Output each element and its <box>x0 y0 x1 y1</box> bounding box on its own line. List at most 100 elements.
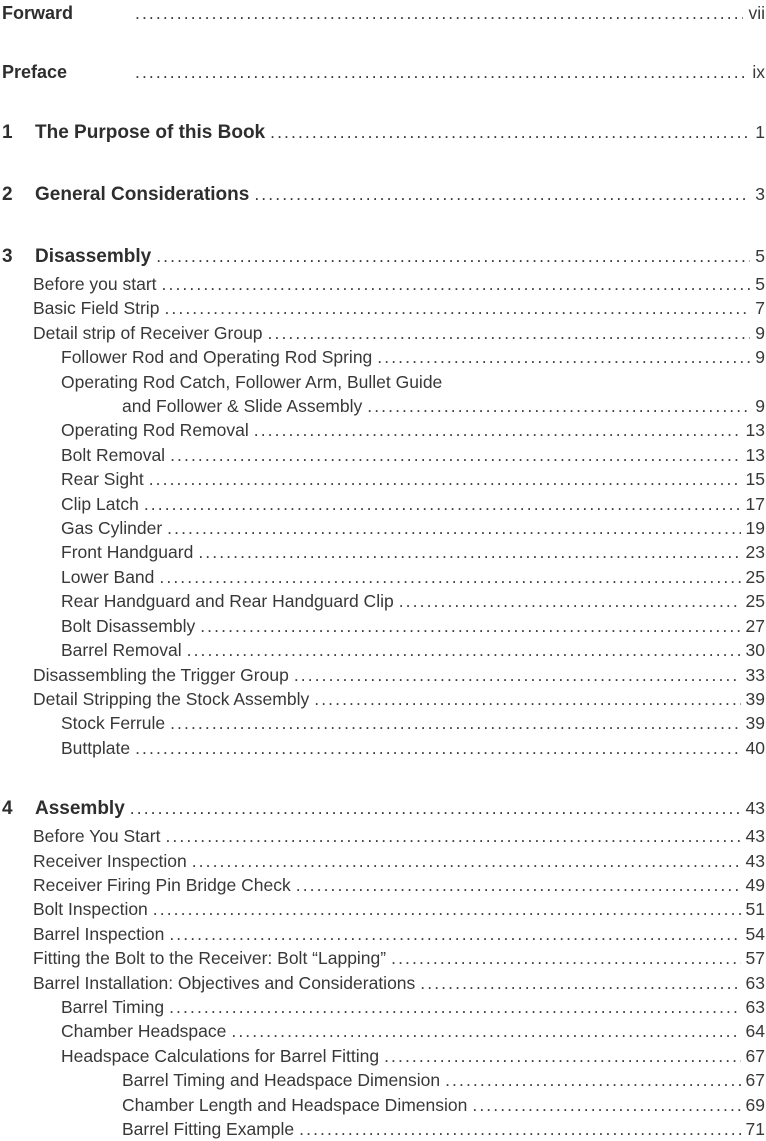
chapter-block: 2 General Considerations.................… <box>2 181 765 208</box>
entry-title: Barrel Inspection <box>33 923 165 944</box>
toc-entry: Barrel Inspection.......................… <box>2 922 765 946</box>
chapter-title: The Purpose of this Book <box>35 122 266 143</box>
entry-title: Follower Rod and Operating Rod Spring <box>61 347 373 368</box>
dot-leader: ........................................… <box>135 737 741 758</box>
toc-entry: Operating Rod Removal...................… <box>2 418 765 442</box>
entry-title: Preface <box>2 62 68 82</box>
dot-leader: ........................................… <box>161 274 751 294</box>
entry-page-number: 64 <box>745 1021 765 1042</box>
chapter-title: Disassembly <box>35 246 152 267</box>
toc-entry: Operating Rod Catch, Follower Arm, Bulle… <box>2 370 765 394</box>
toc-entry: Before you start........................… <box>2 272 765 296</box>
dot-leader: ........................................… <box>152 899 741 920</box>
toc-entry: Front Handguard.........................… <box>2 540 765 564</box>
entry-title: Barrel Timing <box>61 996 165 1017</box>
entry-title: Bolt Disassembly <box>61 615 196 636</box>
entry-page-number: 43 <box>745 850 765 871</box>
dot-leader: ........................................… <box>445 1070 740 1091</box>
chapter-title: General Considerations <box>35 184 250 205</box>
toc-entry: Gas Cylinder............................… <box>2 516 765 540</box>
dot-leader: ........................................… <box>169 923 741 944</box>
dot-leader: ........................................… <box>135 62 748 82</box>
toc-entry: Rear Sight..............................… <box>2 467 765 491</box>
toc-entry: Bolt Removal............................… <box>2 443 765 467</box>
entry-title: Detail Stripping the Stock Assembly <box>33 688 310 709</box>
chapter-block: 3 Disassembly............................… <box>2 243 765 760</box>
toc-entry: Chamber Length and Headspace Dimension..… <box>2 1093 765 1117</box>
toc-entry: Clip Latch..............................… <box>2 492 765 516</box>
dot-leader: ........................................… <box>398 591 741 612</box>
entry-page-number: 5 <box>755 274 765 294</box>
dot-leader: ........................................… <box>148 469 741 490</box>
front-matter-entry: Forward.................................… <box>2 1 765 25</box>
chapter-number: 3 <box>2 246 13 267</box>
dot-leader: ........................................… <box>293 664 741 685</box>
entry-page-number: 17 <box>745 493 765 514</box>
chapter-page-number: 5 <box>755 246 765 266</box>
dot-leader: ........................................… <box>191 850 741 871</box>
toc-entry: Detail strip of Receiver Group..........… <box>2 321 765 345</box>
chapter-list: 1 The Purpose of this Book...............… <box>2 119 765 1141</box>
entry-title: Buttplate <box>61 737 131 758</box>
entry-title: Stock Ferrule <box>61 713 166 734</box>
dot-leader: ........................................… <box>159 566 740 587</box>
entry-page-number: 49 <box>745 874 765 895</box>
entry-page-number: 67 <box>745 1045 765 1066</box>
chapter-heading: 2 General Considerations.................… <box>2 181 765 208</box>
entry-page-number: 23 <box>745 542 765 563</box>
entry-title: Front Handguard <box>61 542 194 563</box>
dot-leader: ........................................… <box>377 347 750 368</box>
entry-title: Bolt Removal <box>61 444 166 465</box>
toc-entry: Chamber Headspace.......................… <box>2 1019 765 1043</box>
entry-page-number: ix <box>752 62 765 82</box>
entry-title: Operating Rod Catch, Follower Arm, Bulle… <box>61 371 443 392</box>
entry-page-number: 19 <box>745 518 765 539</box>
dot-leader: ........................................… <box>143 493 741 514</box>
dot-leader: ........................................… <box>231 1021 740 1042</box>
toc-entry: Fitting the Bolt to the Receiver: Bolt “… <box>2 946 765 970</box>
toc-entry: Disassembling the Trigger Group.........… <box>2 663 765 687</box>
entry-title: Gas Cylinder <box>61 518 163 539</box>
entry-title: Clip Latch <box>61 493 139 514</box>
toc-entry: Barrel Installation: Objectives and Cons… <box>2 971 765 995</box>
entry-title: Rear Sight <box>61 469 144 490</box>
front-matter-list: Forward.................................… <box>2 1 765 84</box>
dot-leader: ........................................… <box>420 972 741 993</box>
dot-leader: ........................................… <box>186 640 741 661</box>
entry-title: Bolt Inspection <box>33 899 148 920</box>
entry-page-number: 13 <box>745 444 765 465</box>
entry-title: Operating Rod Removal <box>61 420 249 441</box>
chapter-number: 2 <box>2 184 13 205</box>
entry-title: Barrel Installation: Objectives and Cons… <box>33 972 416 993</box>
dot-leader: ........................................… <box>165 826 740 847</box>
dot-leader: ........................................… <box>384 1045 740 1066</box>
toc-entry: Barrel Timing and Headspace Dimension...… <box>2 1068 765 1092</box>
entry-page-number: 51 <box>745 899 765 920</box>
entry-page-number: 30 <box>745 640 765 661</box>
entry-page-number: 71 <box>745 1119 765 1139</box>
chapter-block: 4 Assembly...............................… <box>2 795 765 1141</box>
toc-entry: Barrel Fitting Example..................… <box>2 1117 765 1141</box>
dot-leader: ........................................… <box>391 948 740 969</box>
dot-leader: ........................................… <box>254 184 750 204</box>
toc-entry: Lower Band..............................… <box>2 565 765 589</box>
dot-leader: ........................................… <box>200 615 740 636</box>
entry-page-number: 63 <box>745 972 765 993</box>
entry-title: Before You Start <box>33 826 161 847</box>
front-matter-entry: Preface.................................… <box>2 60 765 84</box>
entry-page-number: 9 <box>755 396 765 417</box>
toc-entry: Receiver Firing Pin Bridge Check........… <box>2 873 765 897</box>
dot-leader: ........................................… <box>156 246 750 266</box>
entry-page-number: 27 <box>745 615 765 636</box>
entry-title: Chamber Length and Headspace Dimension <box>122 1094 468 1115</box>
entry-title: Detail strip of Receiver Group <box>33 322 263 343</box>
entry-page-number: 25 <box>745 591 765 612</box>
entry-title: Barrel Timing and Headspace Dimension <box>122 1070 441 1091</box>
dot-leader: ........................................… <box>299 1119 741 1139</box>
dot-leader: ........................................… <box>167 518 740 539</box>
toc-entry: and Follower & Slide Assembly...........… <box>2 394 765 418</box>
dot-leader: ........................................… <box>472 1094 740 1115</box>
entry-title: Chamber Headspace <box>61 1021 227 1042</box>
toc-entry: Stock Ferrule...........................… <box>2 711 765 735</box>
dot-leader: ........................................… <box>129 798 741 819</box>
